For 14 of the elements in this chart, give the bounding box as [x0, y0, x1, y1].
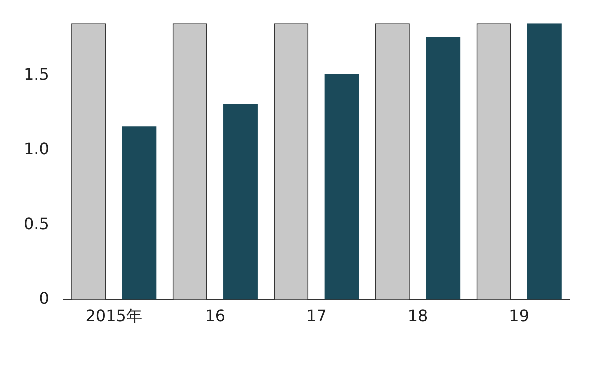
y-tick-label: 1.0 — [24, 140, 50, 159]
bar — [324, 74, 360, 300]
x-tick-label: 19 — [509, 306, 530, 326]
bar — [122, 126, 157, 300]
x-tick-label: 18 — [408, 306, 428, 326]
bar — [426, 37, 461, 300]
y-tick-label: 0.5 — [24, 214, 50, 234]
y-tick-label: 0 — [39, 288, 50, 308]
x-tick-label: 2015年 — [86, 306, 142, 326]
y-tick-label: 1.5 — [24, 65, 50, 84]
bar — [224, 104, 258, 300]
x-tick-label: 16 — [205, 306, 226, 326]
x-tick-label: 17 — [306, 306, 327, 326]
bar — [527, 24, 562, 300]
